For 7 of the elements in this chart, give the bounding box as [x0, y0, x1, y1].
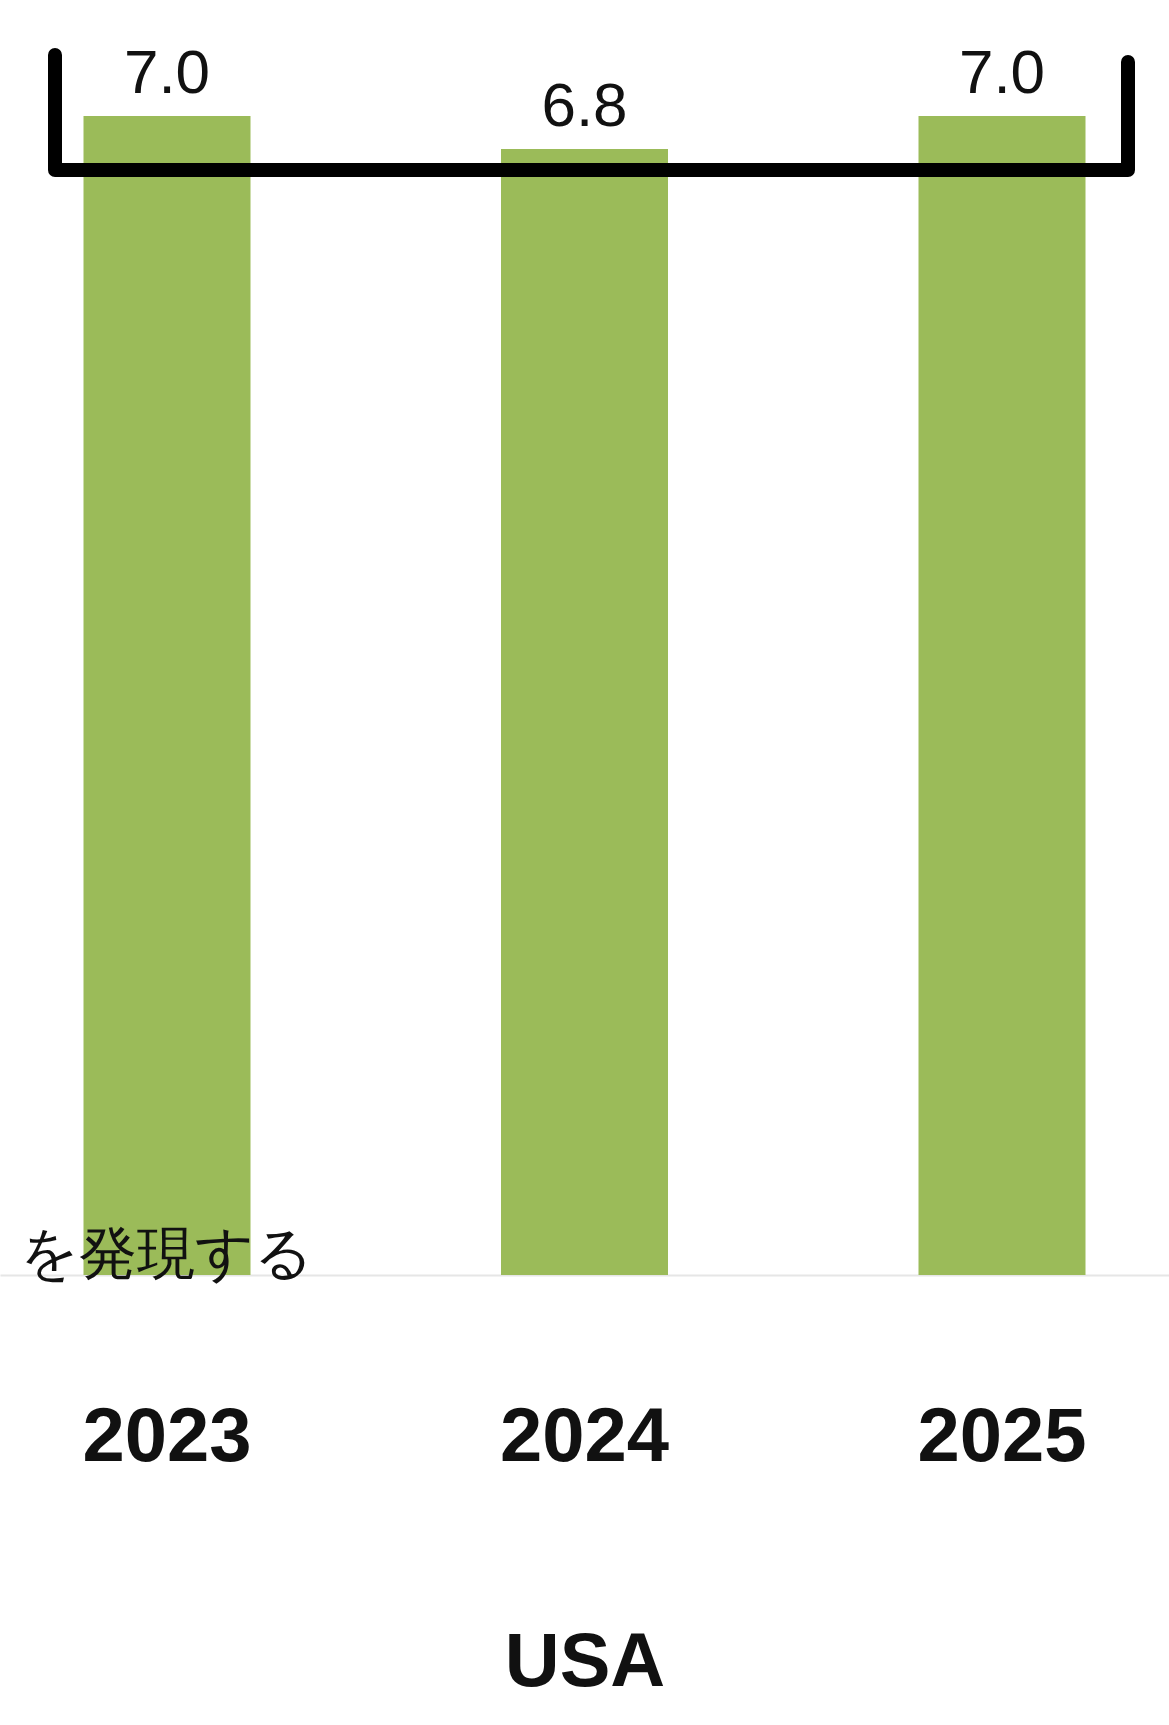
- data-label: 7.0: [123, 36, 211, 106]
- x-tick-label: 2024: [499, 1391, 670, 1477]
- data-label: 7.0: [958, 36, 1046, 106]
- x-tick-label: 2025: [917, 1391, 1087, 1477]
- x-axis-title: USA: [504, 1616, 666, 1702]
- x-tick-label: 2023: [82, 1391, 252, 1477]
- data-label: 6.8: [541, 70, 628, 140]
